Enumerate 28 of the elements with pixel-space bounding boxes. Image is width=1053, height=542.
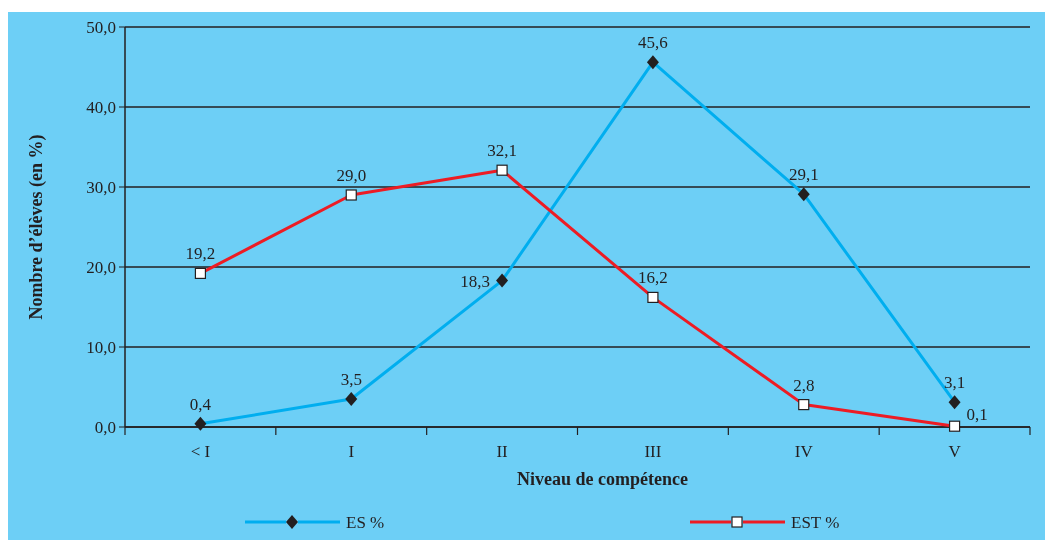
legend-label: EST % [791, 512, 840, 532]
y-tick-label: 10,0 [86, 337, 116, 357]
x-tick-label: < I [190, 442, 211, 461]
y-tick-label: 40,0 [86, 97, 116, 117]
data-label: 45,6 [638, 33, 668, 53]
data-label: 29,1 [788, 165, 819, 185]
data-label: 0,1 [966, 405, 988, 425]
data-label: 18,3 [460, 271, 491, 291]
y-axis-title: Nombre d’élèves (en %) [26, 134, 47, 320]
data-label: 16,2 [638, 268, 668, 288]
x-tick-label: V [948, 442, 962, 461]
data-label: 32,1 [487, 141, 517, 161]
data-label: 3,1 [943, 373, 966, 393]
y-tick-label: 30,0 [86, 177, 116, 197]
y-tick-label: 50,0 [86, 17, 116, 37]
x-axis-title: Niveau de compétence [517, 469, 688, 489]
data-label: 19,2 [185, 244, 216, 264]
data-label: 3,5 [340, 370, 362, 389]
data-label: 29,0 [336, 166, 367, 185]
x-tick-label: I [348, 442, 355, 461]
y-tick-label: 0,0 [94, 417, 116, 437]
x-tick-label: IV [794, 442, 814, 461]
legend-label: ES % [346, 512, 385, 532]
data-label: 0,4 [189, 394, 212, 414]
data-label: 2,8 [793, 375, 815, 395]
x-tick-label: II [496, 442, 509, 461]
x-tick-label: III [644, 442, 662, 461]
y-tick-label: 20,0 [86, 257, 116, 277]
